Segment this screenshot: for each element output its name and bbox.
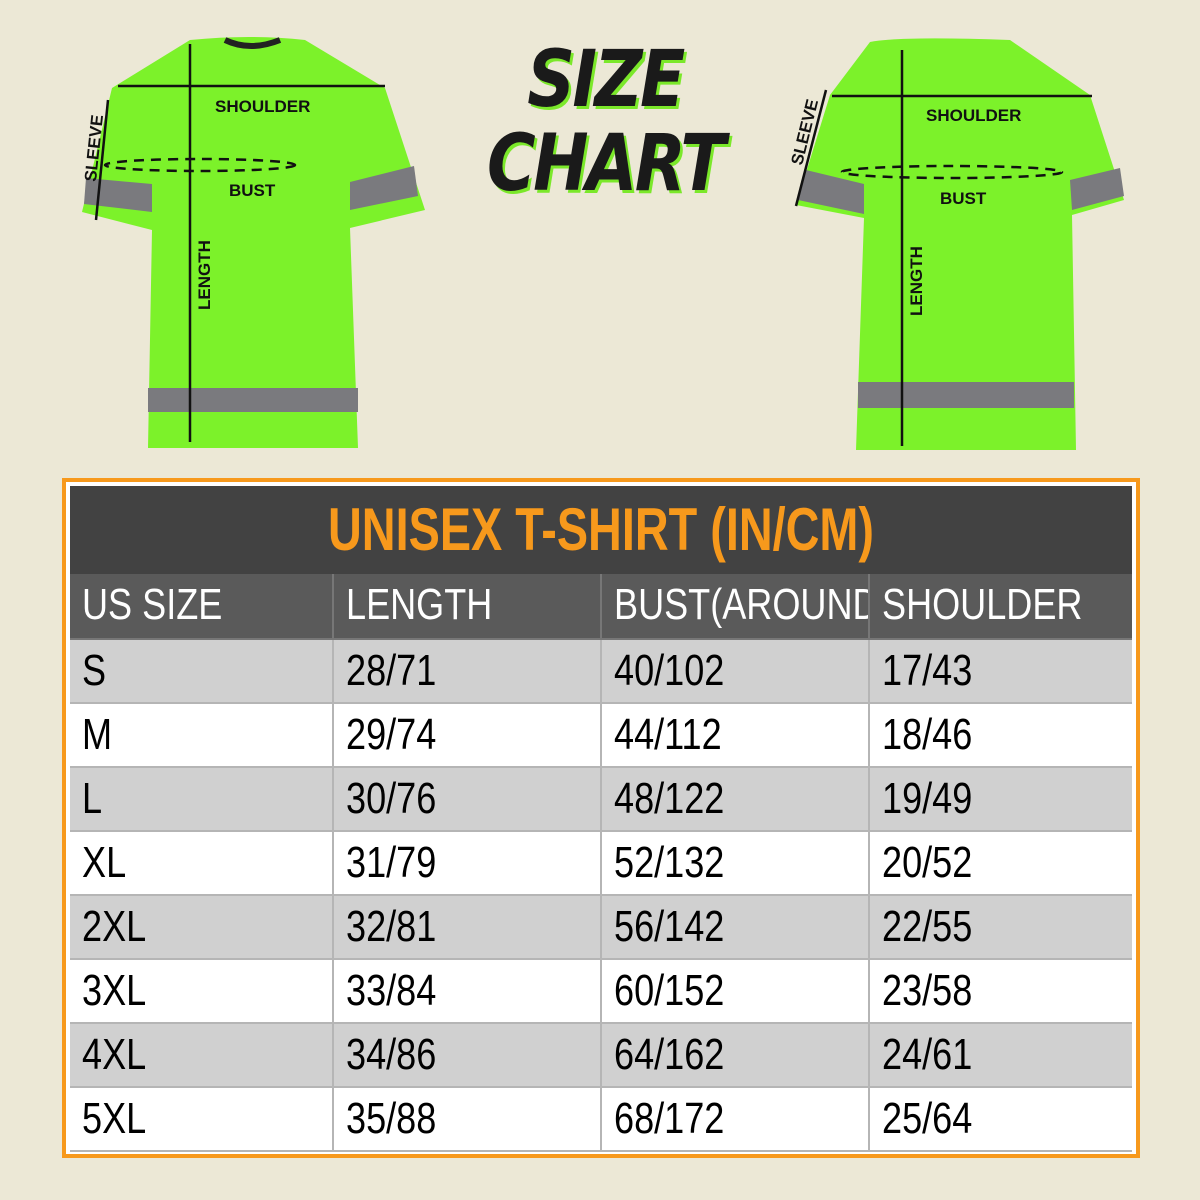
table-title: UNISEX T-SHIRT (IN/CM) (70, 486, 1132, 574)
table-cell: 31/79 (334, 832, 602, 894)
table-cell: 32/81 (334, 896, 602, 958)
back-shirt-diagram: SHOULDER BUST LENGTH SLEEVE (787, 38, 1124, 451)
table-cell: 3XL (70, 960, 334, 1022)
front-shirt-diagram: SHOULDER BUST LENGTH SLEEVE (81, 37, 425, 448)
table-cell: 18/46 (882, 710, 973, 759)
table-cell: 23/58 (882, 966, 973, 1015)
front-shoulder-label: SHOULDER (215, 97, 310, 116)
table-cell: 4XL (70, 1024, 334, 1086)
table-title-text: UNISEX T-SHIRT (IN/CM) (328, 496, 874, 563)
table-cell: 25/64 (882, 1094, 973, 1143)
table-row: 2XL 32/81 56/142 22/55 (70, 896, 1132, 960)
back-shirt-body (796, 38, 1124, 451)
table-row: 4XL 34/86 64/162 24/61 (70, 1024, 1132, 1088)
table-row: 3XL 33/84 60/152 23/58 (70, 960, 1132, 1024)
heading-line2: CHART (486, 119, 726, 209)
size-table: UNISEX T-SHIRT (IN/CM) US SIZE LENGTH BU… (62, 478, 1140, 1158)
table-cell: L (70, 768, 334, 830)
front-left-sleeve-band (84, 178, 152, 212)
back-length-label: LENGTH (907, 246, 926, 316)
back-left-sleeve-band (798, 170, 864, 214)
table-cell: 20/52 (882, 838, 973, 887)
back-right-sleeve-band (1070, 168, 1124, 210)
front-length-label: LENGTH (195, 240, 214, 310)
table-cell: 68/172 (602, 1088, 870, 1150)
front-bust-label: BUST (229, 181, 276, 200)
table-cell: 64/162 (602, 1024, 870, 1086)
table-cell: 33/84 (334, 960, 602, 1022)
table-cell: M (70, 704, 334, 766)
table-cell: 34/86 (334, 1024, 602, 1086)
table-cell: 5XL (70, 1088, 334, 1150)
table-cell: 30/76 (334, 768, 602, 830)
column-header: BUST(AROUND) (602, 574, 870, 638)
column-header: LENGTH (334, 574, 602, 638)
table-cell: 40/102 (602, 640, 870, 702)
table-cell: 22/55 (882, 902, 973, 951)
column-header: SHOULDER (882, 580, 1083, 629)
back-hem-band (858, 382, 1074, 408)
table-row: 5XL 35/88 68/172 25/64 (70, 1088, 1132, 1152)
table-cell: 2XL (70, 896, 334, 958)
size-chart-heading: SIZE CHART (460, 38, 750, 206)
front-hem-band (148, 388, 358, 412)
table-row: S 28/71 40/102 17/43 (70, 640, 1132, 704)
table-cell: 52/132 (602, 832, 870, 894)
table-cell: S (70, 640, 334, 702)
table-row: L 30/76 48/122 19/49 (70, 768, 1132, 832)
table-cell: XL (70, 832, 334, 894)
front-shirt-body (82, 37, 425, 448)
table-cell: 44/112 (602, 704, 870, 766)
table-cell: 19/49 (882, 774, 973, 823)
table-cell: 28/71 (334, 640, 602, 702)
front-neckline (223, 37, 282, 49)
table-cell: 24/61 (882, 1030, 973, 1079)
table-cell: 35/88 (334, 1088, 602, 1150)
back-shoulder-label: SHOULDER (926, 106, 1021, 125)
table-row: M 29/74 44/112 18/46 (70, 704, 1132, 768)
back-bust-label: BUST (940, 189, 987, 208)
table-cell: 60/152 (602, 960, 870, 1022)
column-header: US SIZE (70, 574, 334, 638)
table-header-row: US SIZE LENGTH BUST(AROUND) SHOULDER (70, 574, 1132, 640)
table-cell: 29/74 (334, 704, 602, 766)
table-cell: 17/43 (882, 646, 973, 695)
heading-line1: SIZE (527, 35, 685, 125)
table-row: XL 31/79 52/132 20/52 (70, 832, 1132, 896)
table-cell: 48/122 (602, 768, 870, 830)
front-right-sleeve-band (350, 166, 418, 210)
table-cell: 56/142 (602, 896, 870, 958)
